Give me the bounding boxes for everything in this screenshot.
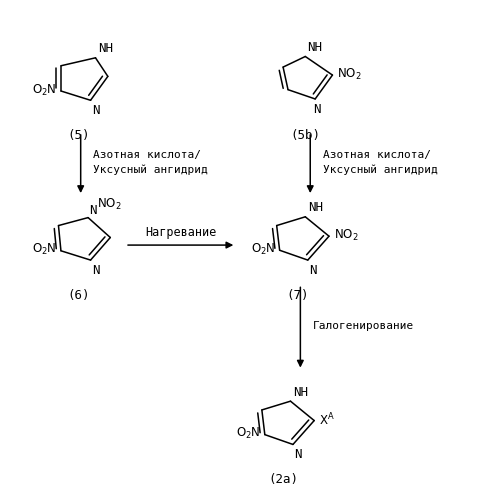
Text: Азотная кислота/
Уксусный ангидрид: Азотная кислота/ Уксусный ангидрид xyxy=(322,150,436,175)
Text: X$^\mathrm{A}$: X$^\mathrm{A}$ xyxy=(319,412,334,428)
Text: N: N xyxy=(294,448,301,462)
Text: NO$_2$: NO$_2$ xyxy=(337,66,361,82)
Text: NO$_2$: NO$_2$ xyxy=(97,196,121,212)
Text: O$_2$N: O$_2$N xyxy=(236,426,261,441)
Text: (6): (6) xyxy=(67,289,89,302)
Text: NO$_2$: NO$_2$ xyxy=(333,228,358,243)
Text: NH: NH xyxy=(98,42,113,56)
Text: NH: NH xyxy=(293,386,307,398)
Text: (7): (7) xyxy=(286,289,309,302)
Text: NH: NH xyxy=(307,202,322,214)
Text: Нагревание: Нагревание xyxy=(145,226,216,239)
Text: N: N xyxy=(92,264,99,277)
Text: NH: NH xyxy=(306,41,321,54)
Text: O$_2$N: O$_2$N xyxy=(33,82,57,98)
Text: N: N xyxy=(92,104,99,117)
Text: N: N xyxy=(89,204,96,216)
Text: (2a): (2a) xyxy=(268,473,298,486)
Text: O$_2$N: O$_2$N xyxy=(250,242,275,257)
Text: N: N xyxy=(312,103,320,116)
Text: (5b): (5b) xyxy=(290,129,320,142)
Text: (5): (5) xyxy=(67,129,89,142)
Text: Галогенирование: Галогенирование xyxy=(312,321,413,331)
Text: O$_2$N: O$_2$N xyxy=(33,242,57,258)
Text: Азотная кислота/
Уксусный ангидрид: Азотная кислота/ Уксусный ангидрид xyxy=(93,150,207,175)
Text: N: N xyxy=(309,264,316,277)
